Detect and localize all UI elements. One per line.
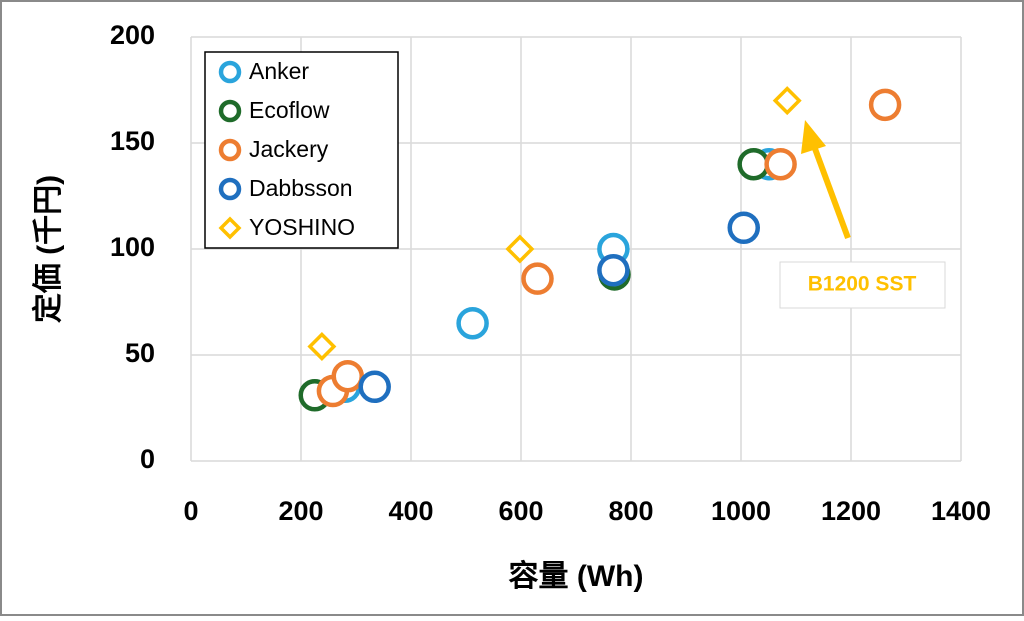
plot	[298, 86, 902, 412]
annotation: B1200 SST	[808, 273, 917, 296]
point	[521, 262, 554, 295]
legend-marker	[218, 99, 242, 123]
x-tick-label: 800	[608, 496, 653, 526]
point	[307, 332, 337, 361]
point	[331, 359, 364, 393]
annotation-arrowhead	[801, 120, 826, 154]
legend-label: Anker	[249, 58, 309, 84]
point	[358, 370, 391, 404]
y-tick-label: 150	[110, 126, 155, 156]
y-tick-label: 200	[110, 20, 155, 50]
point	[505, 234, 535, 264]
annotation-box	[779, 261, 946, 309]
x-tick-label: 1400	[931, 496, 991, 526]
legend-marker	[218, 138, 242, 162]
annotation-arrow	[811, 144, 851, 240]
legend-label: Dabbsson	[249, 175, 353, 201]
legend-label: YOSHINO	[249, 214, 355, 240]
x-axis-title: 容量 (Wh)	[509, 560, 644, 593]
x-tick-label: 1200	[821, 496, 881, 526]
legend-marker	[218, 216, 242, 240]
point	[456, 306, 489, 340]
point	[727, 211, 760, 245]
legend-label: Jackery	[249, 136, 329, 162]
legend-label: Ecoflow	[249, 97, 330, 123]
point	[597, 253, 630, 287]
x-tick-label: 1000	[711, 496, 771, 526]
x-tick-label: 0	[183, 496, 198, 526]
y-tick-label: 0	[140, 444, 155, 474]
legend: Anker Ecoflow Jackery Dabbsson YOSHINO	[204, 51, 399, 249]
point	[772, 86, 802, 116]
point	[868, 88, 902, 122]
x-tick-label: 200	[278, 496, 323, 526]
legend-marker	[218, 60, 242, 84]
y-tick-label: 50	[125, 338, 155, 368]
y-tick-label: 100	[110, 232, 155, 262]
x-tick-label: 400	[388, 496, 433, 526]
point	[737, 147, 770, 181]
x-tick-label: 600	[498, 496, 543, 526]
y-axis-title: 定価 (千円)	[31, 175, 65, 323]
point	[764, 147, 797, 181]
legend-marker	[218, 177, 242, 201]
